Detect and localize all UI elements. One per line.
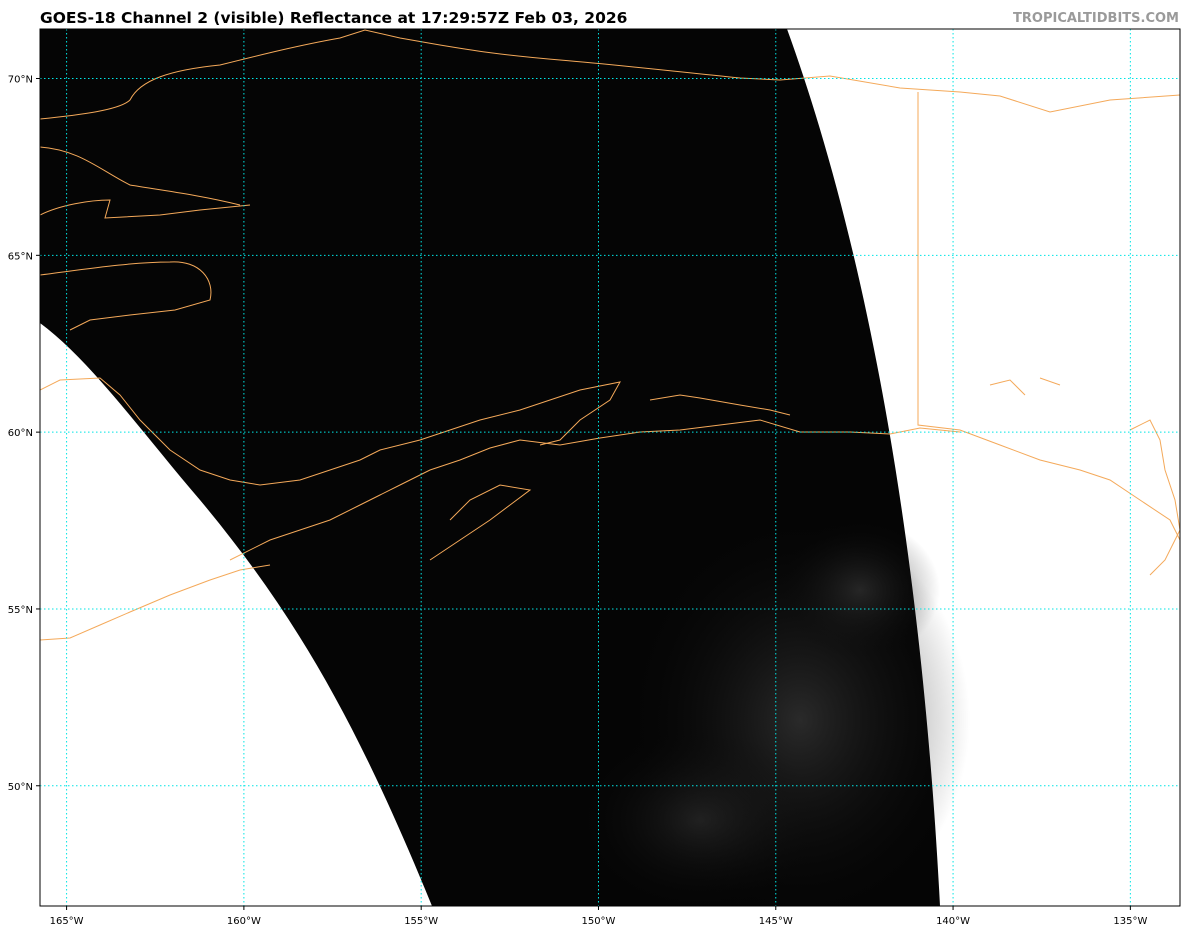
lat-tick-label: 55°N	[8, 605, 33, 616]
lon-tick-label: 150°W	[581, 916, 615, 927]
lat-tick-label: 60°N	[8, 428, 33, 439]
plot-frame	[39, 28, 1181, 907]
credit-watermark: TROPICALTIDBITS.COM	[1013, 11, 1179, 26]
coastlines	[40, 29, 1180, 641]
lon-tick-label: 155°W	[404, 916, 438, 927]
lon-tick-label: 165°W	[50, 916, 84, 927]
lon-tick-label: 135°W	[1113, 916, 1147, 927]
lon-tick-label: 140°W	[936, 916, 970, 927]
lon-tick-label: 145°W	[759, 916, 793, 927]
lat-tick-label: 70°N	[8, 75, 33, 86]
lat-tick-label: 50°N	[8, 782, 33, 793]
lat-tick-label: 65°N	[8, 251, 33, 262]
axis-ticks: 165°W 160°W 155°W 150°W 145°W 140°W 135°W 70°N 6…	[8, 75, 1148, 927]
map-title: GOES-18 Channel 2 (visible) Reflectance …	[40, 9, 628, 27]
cloud-texture	[580, 520, 970, 906]
lon-tick-label: 160°W	[227, 916, 261, 927]
